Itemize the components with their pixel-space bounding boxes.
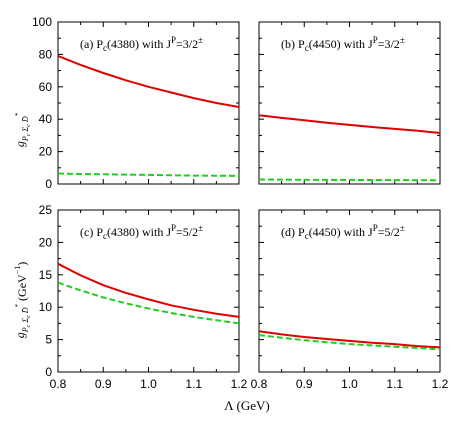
y-tick-label: 20 [39,145,53,159]
y-tick-label: 60 [39,80,53,94]
x-axis-label: Λ (GeV) [224,398,270,413]
x-tick-label: 1.0 [140,377,157,391]
y-tick-label: 100 [32,15,52,29]
panel-title: (d) Pc(4450) with JP=5/2± [281,223,405,241]
x-tick-label: 0.8 [50,377,67,391]
y-tick-label: 0 [45,365,52,379]
series-dashed-line [57,172,240,177]
panel-b: (b) Pc(4450) with JP=3/2± [258,21,441,185]
y-tick-label: 40 [39,112,53,126]
panel-d: 0.8 0.9 1.0 1.1 1.2 (d) Pc(4450) with JP=5/2± [251,209,449,391]
x-tick-label: 1.1 [185,377,202,391]
series-solid-line [258,114,441,134]
y-tick-label: 0 [45,177,52,191]
svg-text:gPc Σc D̄* (GeV−1): gPc Σc D̄* (GeV−1) [13,262,32,338]
series-dashed-line [258,334,441,351]
ylabel-bottom: gPc Σc D̄* (GeV−1) [13,262,32,338]
x-tick-label: 1.2 [432,377,449,391]
ylabel-top: gPc Σc D̄* [13,112,32,147]
x-tick-label: 1.2 [231,377,248,391]
svg-text:gPc Σc D̄*: gPc Σc D̄* [13,112,32,147]
series-solid-line [57,262,240,318]
panel-title: (b) Pc(4450) with JP=3/2± [281,35,405,53]
y-tick-label: 15 [39,268,53,282]
y-tick-label: 5 [45,333,52,347]
series-solid-line [258,330,441,349]
x-tick-label: 0.9 [95,377,112,391]
y-tick-label: 80 [39,47,53,61]
series-dashed-line [57,281,240,325]
series-dashed-line [258,178,441,182]
panel-c: 0.8 0.9 1.0 1.1 1.2 0 5 10 15 20 25 (c) Pc(4380) wi… [39,203,248,391]
series-solid-line [57,55,240,108]
x-tick-label: 0.9 [296,377,313,391]
x-tick-label: 1.1 [386,377,403,391]
x-tick-label: 0.8 [251,377,268,391]
y-tick-label: 25 [39,203,53,217]
x-tick-label: 1.0 [341,377,358,391]
panel-title: (c) Pc(4380) with JP=5/2± [80,223,203,241]
panel-title: (a) Pc(4380) with JP=3/2± [80,35,203,53]
panel-a: 0 20 40 60 80 100 (a) Pc(4380) with JP=3/2± [32,15,240,191]
y-tick-label: 20 [39,235,53,249]
y-tick-label: 10 [39,300,53,314]
